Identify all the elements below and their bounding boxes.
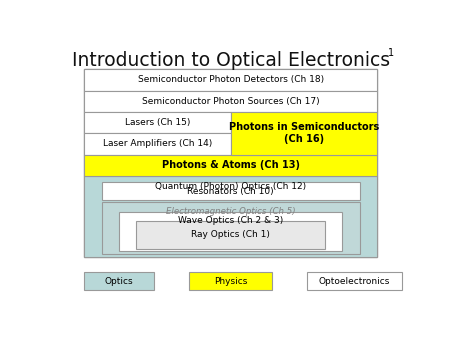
Bar — [189, 272, 273, 290]
Text: Semiconductor Photon Detectors (Ch 18): Semiconductor Photon Detectors (Ch 18) — [138, 75, 324, 84]
Bar — [84, 154, 377, 176]
Text: Optics: Optics — [105, 277, 133, 286]
Text: Lasers (Ch 15): Lasers (Ch 15) — [125, 118, 190, 127]
Bar — [84, 91, 377, 112]
Text: Physics: Physics — [214, 277, 248, 286]
Bar — [136, 221, 325, 249]
Text: Ray Optics (Ch 1): Ray Optics (Ch 1) — [191, 231, 270, 239]
Text: Electromagnetic Optics (Ch 5): Electromagnetic Optics (Ch 5) — [166, 207, 296, 216]
Bar — [102, 202, 360, 254]
Bar — [230, 112, 377, 154]
Text: Quantum (Photon) Optics (Ch 12): Quantum (Photon) Optics (Ch 12) — [155, 182, 306, 191]
Bar — [84, 176, 377, 257]
Bar — [84, 133, 230, 154]
Text: Semiconductor Photon Sources (Ch 17): Semiconductor Photon Sources (Ch 17) — [142, 97, 320, 106]
Bar — [307, 272, 401, 290]
Bar — [84, 69, 377, 257]
Text: Photons & Atoms (Ch 13): Photons & Atoms (Ch 13) — [162, 160, 300, 170]
Text: Introduction to Optical Electronics: Introduction to Optical Electronics — [72, 51, 390, 70]
Bar — [102, 182, 360, 200]
Bar — [84, 112, 230, 133]
Bar — [84, 69, 377, 91]
Text: Laser Amplifiers (Ch 14): Laser Amplifiers (Ch 14) — [103, 139, 212, 148]
Text: Wave Optics (Ch 2 & 3): Wave Optics (Ch 2 & 3) — [178, 216, 283, 225]
Text: Optoelectronics: Optoelectronics — [319, 277, 390, 286]
Bar — [84, 272, 154, 290]
Text: Photons in Semiconductors
(Ch 16): Photons in Semiconductors (Ch 16) — [229, 122, 379, 144]
Bar — [119, 212, 342, 251]
Text: Resonators (Ch 10): Resonators (Ch 10) — [187, 187, 274, 196]
Text: 1: 1 — [388, 48, 395, 58]
